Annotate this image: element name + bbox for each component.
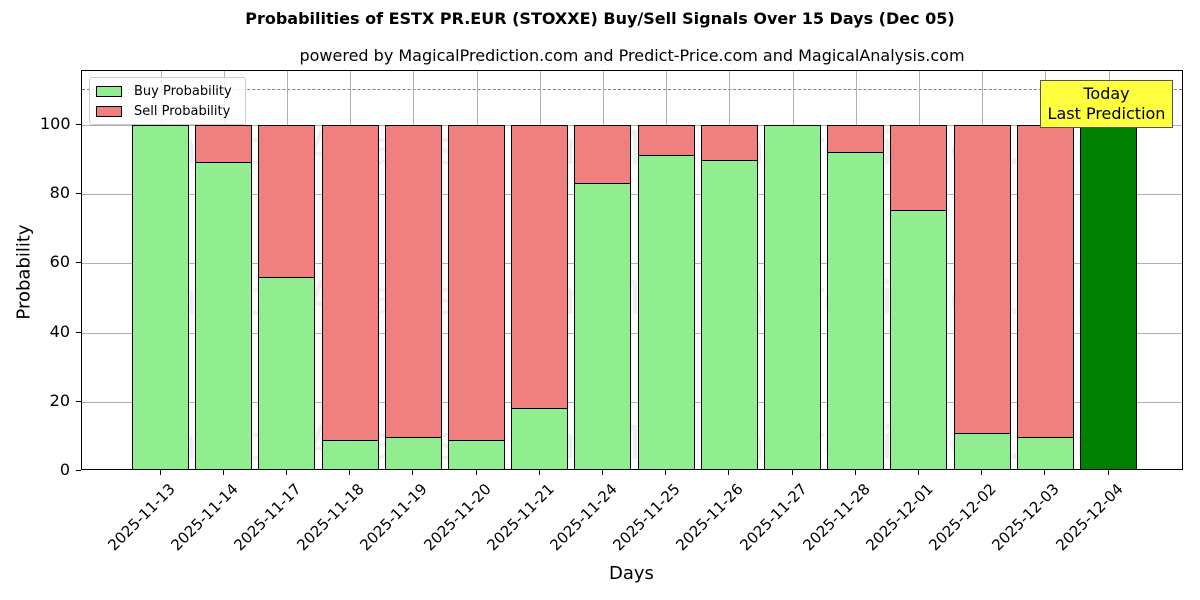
- sell-bar-2025-11-24: [574, 125, 632, 185]
- x-tick-mark: [791, 470, 793, 475]
- x-tick-mark: [917, 470, 919, 475]
- x-tick-mark: [285, 470, 287, 475]
- gridline-h: [82, 401, 1182, 403]
- y-tick-label: 40: [49, 321, 70, 341]
- sell-bar-2025-11-19: [384, 125, 442, 439]
- sell-bar-2025-11-20: [448, 125, 505, 441]
- buy-bar-2025-11-19: [384, 437, 442, 469]
- sell-bar-2025-11-26: [700, 125, 758, 161]
- buy-swatch-icon: [96, 86, 122, 97]
- sell-swatch-icon: [96, 106, 122, 117]
- legend-item-sell: Sell Probability: [96, 104, 230, 119]
- x-tick-mark: [728, 470, 730, 475]
- sell-bar-2025-11-14: [195, 125, 253, 164]
- reference-line-110: [82, 89, 1182, 90]
- legend-sell-label: Sell Probability: [134, 104, 231, 119]
- gridline-h: [82, 263, 1182, 265]
- buy-bar-2025-11-13: [132, 125, 189, 469]
- x-tick-mark: [412, 470, 414, 475]
- buy-bar-2025-12-04: [1080, 125, 1137, 469]
- y-tick-mark: [76, 124, 81, 125]
- sell-bar-2025-12-02: [953, 125, 1011, 434]
- x-tick-mark: [981, 470, 983, 475]
- legend-item-buy: Buy Probability: [96, 84, 232, 99]
- y-tick-mark: [76, 262, 81, 264]
- y-tick-mark: [76, 193, 81, 195]
- sell-bar-2025-11-25: [637, 125, 695, 157]
- x-tick-mark: [159, 470, 161, 475]
- buy-bar-2025-11-17: [258, 276, 316, 469]
- y-tick-label: 0: [59, 460, 70, 479]
- annotation-line1: Today: [1083, 84, 1130, 103]
- sell-bar-2025-12-03: [1016, 125, 1074, 439]
- x-tick-mark: [854, 470, 856, 475]
- x-tick-mark: [222, 470, 224, 475]
- y-tick-label: 20: [49, 390, 70, 410]
- sell-bar-2025-11-17: [258, 125, 316, 278]
- gridline-h: [82, 125, 1182, 126]
- x-tick-mark: [475, 470, 477, 475]
- today-annotation: Today Last Prediction: [1040, 80, 1173, 128]
- y-tick-label: 100: [40, 114, 71, 133]
- gridline-h: [82, 194, 1182, 196]
- x-axis-label: Days: [609, 563, 654, 584]
- buy-bar-2025-11-25: [637, 155, 695, 469]
- sell-bar-2025-11-28: [827, 125, 885, 153]
- chart-title: Probabilities of ESTX PR.EUR (STOXXE) Bu…: [245, 9, 955, 28]
- sell-bar-2025-11-18: [321, 125, 379, 441]
- y-tick-mark: [76, 400, 81, 402]
- buy-bar-2025-11-20: [448, 439, 505, 469]
- x-tick-mark: [601, 470, 603, 475]
- buy-bar-2025-11-21: [511, 408, 569, 469]
- x-tick-mark: [665, 470, 667, 475]
- buy-bar-2025-11-14: [195, 162, 253, 469]
- sell-bar-2025-12-01: [890, 125, 948, 212]
- legend-buy-label: Buy Probability: [134, 84, 232, 99]
- buy-bar-2025-12-02: [953, 432, 1011, 469]
- buy-bar-2025-11-27: [764, 125, 821, 469]
- y-tick-mark: [76, 331, 81, 333]
- buy-bar-2025-11-28: [827, 151, 885, 469]
- x-tick-mark: [1044, 470, 1046, 475]
- buy-bar-2025-11-24: [574, 183, 632, 469]
- sell-bar-2025-11-21: [511, 125, 569, 410]
- buy-bar-2025-11-18: [321, 439, 379, 469]
- y-tick-mark: [76, 470, 81, 471]
- x-tick-mark: [1107, 470, 1109, 475]
- x-tick-mark: [349, 470, 351, 475]
- plot-area: MagicalAnalysis.comMagicalAnalysis.comMa…: [81, 70, 1183, 470]
- legend: Buy Probability Sell Probability: [89, 77, 246, 125]
- y-tick-label: 60: [49, 252, 70, 272]
- y-tick-label: 80: [49, 183, 70, 203]
- annotation-line2: Last Prediction: [1047, 104, 1166, 123]
- y-axis-label: Probability: [13, 224, 35, 320]
- buy-bar-2025-11-26: [700, 159, 758, 469]
- gridline-h: [82, 332, 1182, 334]
- buy-bar-2025-12-03: [1016, 437, 1074, 469]
- x-tick-mark: [538, 470, 540, 475]
- buy-bar-2025-12-01: [890, 210, 948, 469]
- chart-subtitle: powered by MagicalPrediction.com and Pre…: [299, 46, 965, 65]
